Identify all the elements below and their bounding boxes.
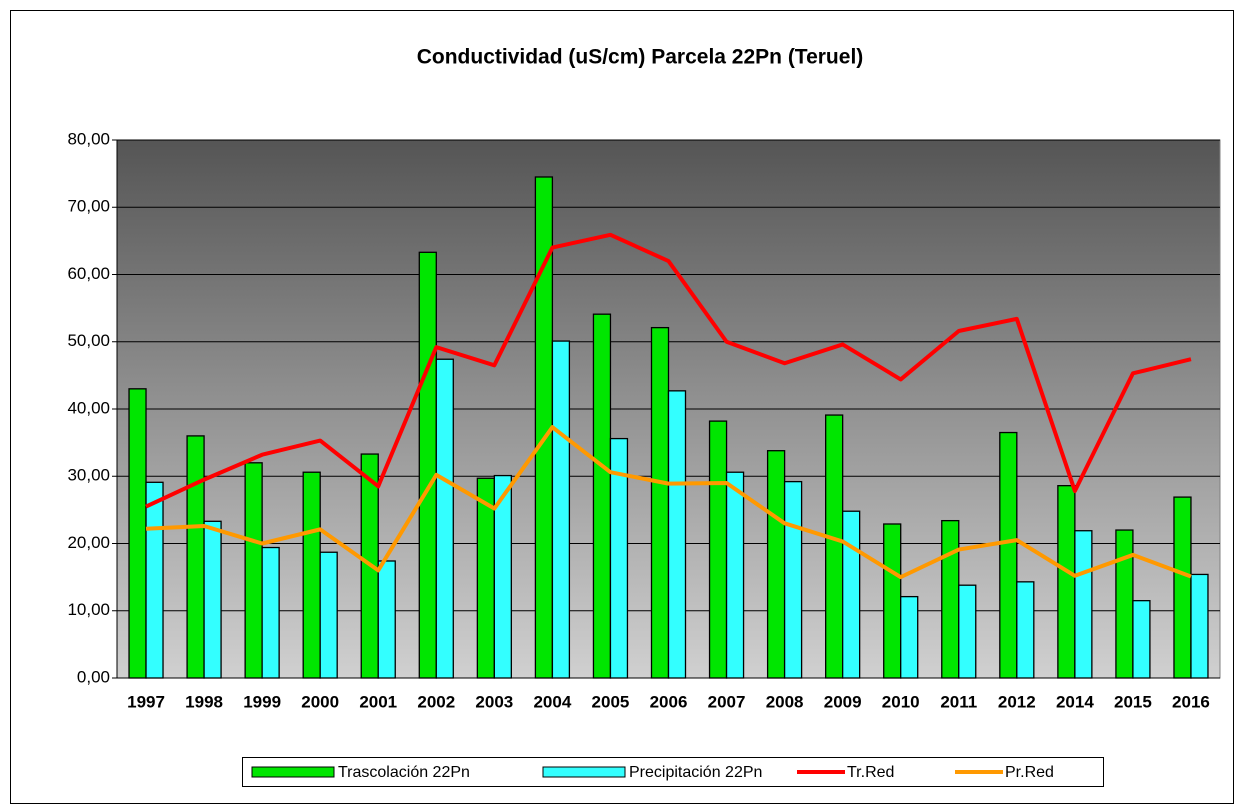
chart-title: Conductividad (uS/cm) Parcela 22Pn (Teru… [417, 46, 864, 69]
y-tick-label: 70,00 [67, 197, 110, 216]
bar [435, 358, 454, 679]
bar [186, 435, 205, 679]
bar [609, 437, 629, 679]
bar [244, 462, 263, 679]
legend-label: Precipitación 22Pn [629, 764, 762, 781]
bar [1190, 573, 1209, 679]
line-series [145, 232, 1192, 509]
bar [783, 480, 803, 679]
x-tick-label: 2015 [1114, 692, 1152, 711]
y-tick-label: 0,00 [77, 667, 110, 686]
y-tick-label: 10,00 [67, 600, 110, 619]
bar [825, 414, 844, 679]
y-tick-label: 60,00 [67, 264, 110, 283]
x-tick-label: 2012 [998, 692, 1036, 711]
bar [203, 520, 222, 679]
bar [708, 420, 728, 679]
legend-swatch [542, 766, 626, 778]
bar [900, 595, 919, 679]
bar [1016, 581, 1035, 679]
x-tick-label: 2003 [475, 692, 513, 711]
y-tick-label: 50,00 [67, 331, 110, 350]
bar [667, 390, 687, 679]
line-series [145, 425, 1192, 580]
bar [958, 584, 977, 679]
y-tick-label: 80,00 [67, 129, 110, 148]
bar [1115, 529, 1134, 679]
x-tick-label: 2008 [766, 692, 804, 711]
legend-label: Pr.Red [1005, 764, 1054, 781]
y-tick-label: 30,00 [67, 466, 110, 485]
x-tick-label: 2006 [650, 692, 688, 711]
x-tick-label: 2009 [824, 692, 862, 711]
bar [941, 519, 960, 679]
x-tick-label: 1999 [243, 692, 281, 711]
bar [377, 560, 396, 679]
x-tick-label: 1997 [127, 692, 165, 711]
x-tick-label: 2001 [359, 692, 397, 711]
bar [145, 481, 164, 679]
bar [650, 326, 670, 679]
bar [842, 510, 861, 679]
x-tick-label: 2007 [708, 692, 746, 711]
x-tick-label: 2014 [1056, 692, 1094, 711]
x-tick-label: 2011 [940, 692, 977, 711]
x-tick-label: 2000 [301, 692, 339, 711]
y-tick-label: 40,00 [67, 398, 110, 417]
bar [1057, 485, 1076, 679]
bar [319, 551, 338, 679]
bar [261, 546, 280, 679]
x-tick-label: 2005 [592, 692, 630, 711]
x-tick-label: 1998 [185, 692, 223, 711]
bar [1132, 600, 1151, 679]
y-tick-label: 20,00 [67, 533, 110, 552]
legend-swatch [251, 766, 335, 778]
x-tick-label: 2010 [882, 692, 920, 711]
x-tick-label: 2002 [417, 692, 455, 711]
x-tick-label: 2004 [533, 692, 571, 711]
x-tick-label: 2016 [1172, 692, 1210, 711]
bar [999, 431, 1018, 679]
legend-label: Tr.Red [847, 764, 894, 781]
bar [128, 388, 147, 679]
bar [493, 474, 512, 679]
bar [766, 450, 786, 679]
bar [592, 313, 612, 679]
bar [883, 523, 902, 679]
bar [302, 471, 321, 679]
bar [1074, 530, 1093, 679]
bar [551, 340, 571, 679]
bar [418, 251, 437, 679]
bar [725, 471, 745, 679]
legend-label: Trascolación 22Pn [338, 764, 470, 781]
bar [1173, 496, 1192, 679]
